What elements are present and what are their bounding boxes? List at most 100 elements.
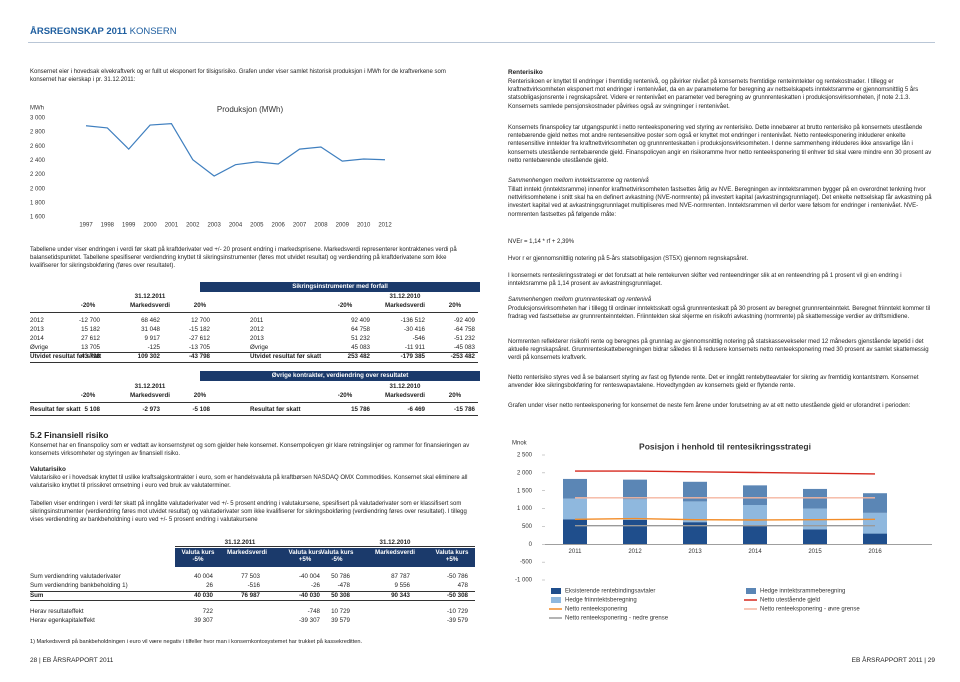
table-cell: -6 469 (407, 406, 425, 413)
y-tick-label: -500 (520, 560, 533, 566)
x-tick-label: 2012 (628, 549, 642, 555)
table-rule (30, 362, 478, 363)
table-cell: 9 556 (394, 582, 410, 589)
table-cell: -125 (147, 344, 160, 351)
y-tick-label: 1 800 (30, 200, 46, 206)
paragraph: Netto renterisiko styres ved å se balans… (508, 375, 919, 390)
x-tick-label: 2006 (272, 223, 286, 229)
row-label: Øvrige (250, 344, 269, 351)
table-cell: -516 (247, 582, 260, 589)
data-line (574, 517, 876, 521)
row-label: Sum (30, 592, 44, 599)
table-period: 31.12.2010 (389, 293, 421, 300)
x-tick-label: 2009 (336, 223, 350, 229)
row-label: Herav egenkapitaleffekt (30, 617, 95, 624)
x-tick-label: 2010 (357, 223, 371, 229)
table-cell: 39 579 (331, 617, 350, 624)
table-title: Sikringsinstrumenter med forfall (200, 282, 480, 292)
formula: NVEr = 1,14 * rf + 2,39% (508, 239, 575, 245)
table-cell: -43 798 (189, 353, 210, 360)
table-cell: -40 030 (299, 592, 320, 599)
y-tick-label: 1 500 (517, 488, 533, 494)
row-label: Resultat før skatt (250, 406, 301, 413)
legend-swatch (746, 588, 756, 594)
x-tick-label: 2003 (207, 223, 221, 229)
table-cell: 10 729 (331, 608, 350, 615)
paragraph: Valutarisiko er i hovedsak knyttet til u… (30, 475, 468, 490)
chart-title: Produksjon (MWh) (217, 105, 284, 114)
table-period: 31.12.2011 (134, 383, 166, 390)
column-header: 20% (448, 392, 462, 399)
table-cell: -30 416 (404, 326, 425, 333)
table-cell: 50 786 (331, 573, 350, 580)
table-cell: 27 612 (81, 335, 100, 342)
y-tick-label: 0 (529, 542, 533, 548)
column-header: Markedsverdi (130, 392, 170, 399)
table-cell: 92 409 (351, 317, 370, 324)
table-cell: 253 482 (347, 353, 370, 360)
row-label: Sum verdiendring valutaderivater (30, 573, 121, 580)
bar-segment (623, 520, 647, 545)
bar-segment (863, 533, 887, 545)
page-header: ÅRSREGNSKAP 2011 KONSERN (30, 26, 177, 37)
subheading: Sammenhengen mellom inntektsramme og ren… (508, 178, 649, 184)
paragraph: Grafen under viser netto renteeksponerin… (508, 403, 911, 409)
table-cell: 12 700 (191, 317, 210, 324)
bar-segment (803, 529, 827, 545)
paragraph: I konsernets rentesikringsstrategi er de… (508, 273, 902, 288)
table-period: 31.12.2011 (224, 539, 256, 546)
table-title: Øvrige kontrakter, verdiendring over res… (200, 371, 480, 381)
table-cell: -179 385 (400, 353, 425, 360)
bar-segment (863, 512, 887, 534)
x-tick-label: 2013 (688, 549, 702, 555)
y-tick-label: 2 000 (517, 470, 533, 476)
x-tick-label: 2008 (314, 223, 328, 229)
table-cell: 722 (202, 608, 213, 615)
y-tick-label: -1 000 (515, 578, 533, 584)
bar-segment (563, 519, 587, 545)
bar-segment (743, 485, 767, 505)
table-cell: 76 987 (241, 592, 260, 599)
column-header: 20% (193, 302, 207, 309)
table-cell: -50 308 (447, 592, 468, 599)
table-cell: 51 232 (351, 335, 370, 342)
x-tick-label: 1997 (79, 223, 93, 229)
table-cell: 64 758 (351, 326, 370, 333)
x-tick-label: 2016 (868, 549, 882, 555)
header-band (175, 548, 475, 567)
paragraph: Produksjonsvirksomheten har i tillegg ti… (508, 306, 931, 321)
footnote: 1) Markedsverdi på bankbeholdningen i eu… (30, 639, 363, 645)
table-cell: 15 182 (81, 326, 100, 333)
table-cell: -13 705 (189, 344, 210, 351)
row-label: Sum verdiendring bankbeholding 1) (30, 582, 128, 589)
column-header: -20% (80, 392, 96, 399)
table-cell: 31 048 (141, 326, 160, 333)
y-tick-label: 2 400 (30, 158, 46, 164)
y-tick-label: 3 000 (30, 116, 46, 122)
table-cell: -478 (337, 582, 350, 589)
table-cell: 9 917 (144, 335, 160, 342)
x-tick-label: 2015 (808, 549, 822, 555)
table-cell: -40 004 (299, 573, 320, 580)
paragraph: Tillatt inntekt (inntektsramme) innenfor… (508, 187, 932, 218)
table-cell: -12 700 (79, 317, 100, 324)
header-title: ÅRSREGNSKAP 2011 (30, 26, 127, 37)
table-cell: -39 307 (299, 617, 320, 624)
subheading: Renterisiko (508, 69, 543, 76)
data-line (85, 123, 386, 177)
column-header: 20% (448, 302, 462, 309)
y-tick-label: 1 000 (517, 506, 533, 512)
column-header: Markedsverdi (130, 302, 170, 309)
section-title: 5.2 Finansiell risiko (30, 430, 109, 440)
paragraph: Konsernet eier i hovedsak elvekraftverk … (30, 69, 446, 84)
y-tick-label: 2 200 (30, 172, 46, 178)
row-label: 2013 (30, 326, 44, 333)
table-rule (30, 312, 478, 313)
legend-swatch (551, 588, 561, 594)
footer: 28 | EB ÅRSRAPPORT 2011 (30, 657, 114, 664)
table-cell: 43 798 (81, 353, 100, 360)
bar-segment (863, 493, 887, 513)
x-tick-label: 2001 (165, 223, 179, 229)
column-header: Valuta kurs +5% (288, 549, 322, 564)
